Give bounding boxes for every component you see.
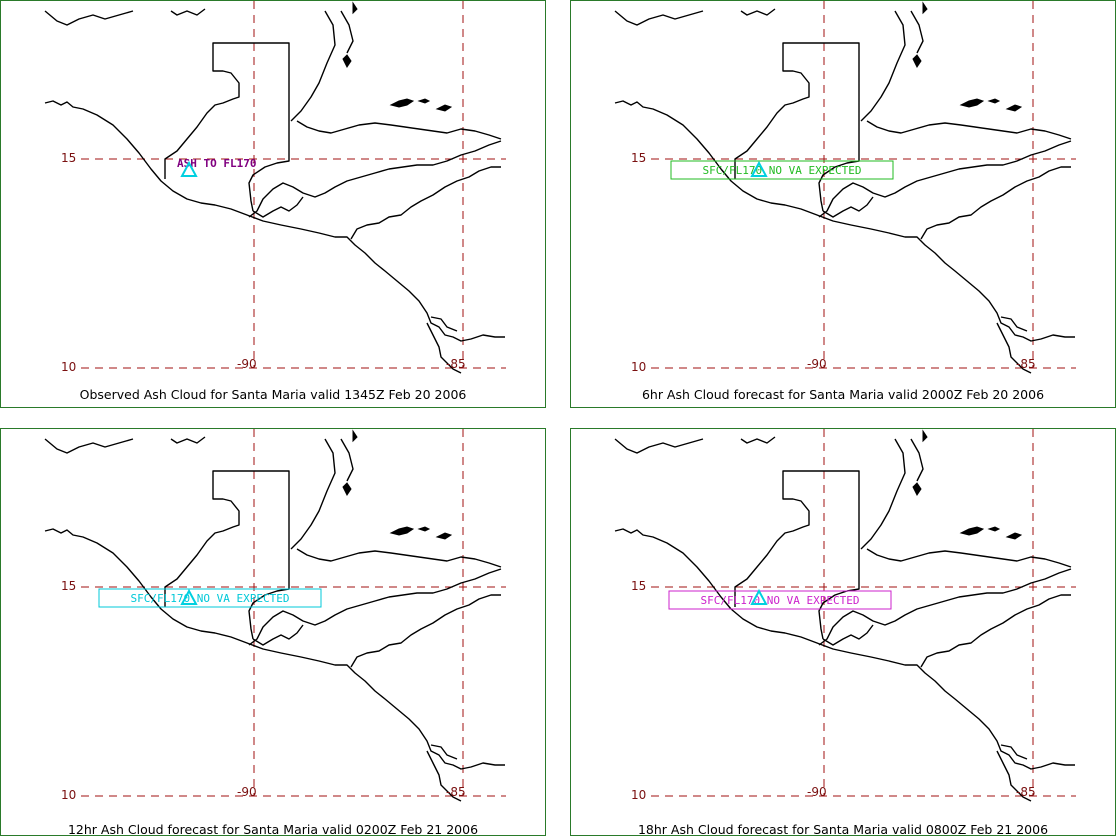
island-0 (959, 98, 985, 108)
island-3 (912, 482, 922, 496)
coastline-8 (996, 316, 1032, 374)
coastline-1 (44, 8, 206, 26)
lon-label-85: -85 (446, 785, 466, 799)
panel-caption: 6hr Ash Cloud forecast for Santa Maria v… (641, 387, 1045, 402)
island-1 (417, 98, 431, 104)
coastline-0 (44, 528, 505, 770)
coastline-8 (426, 316, 462, 374)
coastline-6 (290, 438, 354, 550)
island-4 (352, 1, 358, 15)
map-canvas: SFC/FL170 NO VA EXPECTED (614, 429, 1076, 802)
island-4 (922, 1, 928, 15)
island-2 (435, 104, 453, 112)
coastline-3 (920, 594, 1071, 668)
coastline-5 (252, 624, 304, 646)
coastline-7 (866, 548, 1072, 568)
coastline-0 (614, 100, 1075, 342)
coastline-2 (818, 140, 1072, 218)
volcano-marker-icon (180, 588, 198, 605)
coastline-2 (818, 568, 1072, 646)
lat-label-10: 10 (61, 788, 77, 802)
lat-label-15: 15 (61, 579, 77, 593)
ash-label-box (670, 160, 894, 180)
ash-label-text: SFC/FL170 NO VA EXPECTED (701, 594, 860, 607)
map-canvas: ASH TO FL170 (44, 1, 506, 374)
island-2 (1005, 104, 1023, 112)
island-1 (987, 526, 1001, 532)
lat-label-10: 10 (631, 360, 647, 374)
lat-label-15: 15 (61, 151, 77, 165)
panel-caption: Observed Ash Cloud for Santa Maria valid… (79, 387, 467, 402)
island-0 (959, 526, 985, 536)
coastline-5 (252, 196, 304, 218)
coastline-2 (248, 568, 502, 646)
island-2 (435, 532, 453, 540)
coastline-1 (614, 436, 776, 454)
coastline-1 (614, 8, 776, 26)
island-4 (922, 429, 928, 443)
volcano-marker-icon (750, 160, 768, 177)
coastline-6 (290, 10, 354, 122)
lon-label-85: -85 (1016, 357, 1036, 371)
coastline-7 (296, 548, 502, 568)
ash-label-text: ASH TO FL170 (177, 157, 256, 170)
coastline-4 (164, 42, 290, 212)
coastline-3 (920, 166, 1071, 240)
island-0 (389, 526, 415, 536)
coastline-8 (426, 744, 462, 802)
coastline-0 (614, 528, 1075, 770)
ash-label-box (668, 590, 892, 610)
coastline-6 (860, 438, 924, 550)
ash-label-text: SFC/FL170 NO VA EXPECTED (703, 164, 862, 177)
coastline-7 (296, 120, 502, 140)
lon-label-85: -85 (1016, 785, 1036, 799)
lon-label-90: -90 (237, 785, 257, 799)
coastline-3 (350, 594, 501, 668)
coastline-4 (734, 42, 860, 212)
coastline-8 (996, 744, 1032, 802)
lat-label-15: 15 (631, 579, 647, 593)
map-panel-18hr: SFC/FL170 NO VA EXPECTED 15 10 -90 -85 1… (570, 428, 1116, 837)
lat-label-10: 10 (631, 788, 647, 802)
coastline-7 (866, 120, 1072, 140)
lon-label-90: -90 (237, 357, 257, 371)
ash-label-box (98, 588, 322, 608)
island-3 (912, 54, 922, 68)
lat-label-10: 10 (61, 360, 77, 374)
coastline-0 (44, 100, 505, 342)
map-panel-observed: ASH TO FL170 15 10 -90 -85 Observed Ash … (0, 0, 546, 408)
island-4 (352, 429, 358, 443)
coastline-1 (44, 436, 206, 454)
panel-caption: 18hr Ash Cloud forecast for Santa Maria … (637, 822, 1049, 837)
coastline-6 (860, 10, 924, 122)
lon-label-85: -85 (446, 357, 466, 371)
volcano-marker-icon (180, 160, 198, 177)
lat-label-15: 15 (631, 151, 647, 165)
island-0 (389, 98, 415, 108)
lon-label-90: -90 (807, 785, 827, 799)
coastline-3 (350, 166, 501, 240)
coastline-4 (734, 470, 860, 640)
ash-label-text: SFC/FL170 NO VA EXPECTED (131, 592, 290, 605)
island-2 (1005, 532, 1023, 540)
panel-caption: 12hr Ash Cloud forecast for Santa Maria … (67, 822, 479, 837)
map-canvas: SFC/FL170 NO VA EXPECTED (614, 1, 1076, 374)
coastline-4 (164, 470, 290, 640)
coastline-5 (822, 196, 874, 218)
island-1 (417, 526, 431, 532)
island-3 (342, 54, 352, 68)
lon-label-90: -90 (807, 357, 827, 371)
map-panel-6hr: SFC/FL170 NO VA EXPECTED 15 10 -90 -85 6… (570, 0, 1116, 408)
volcano-marker-icon (750, 588, 768, 605)
island-1 (987, 98, 1001, 104)
coastline-2 (248, 140, 502, 218)
coastline-5 (822, 624, 874, 646)
map-panel-12hr: SFC/FL170 NO VA EXPECTED 15 10 -90 -85 1… (0, 428, 546, 837)
island-3 (342, 482, 352, 496)
map-canvas: SFC/FL170 NO VA EXPECTED (44, 429, 506, 802)
